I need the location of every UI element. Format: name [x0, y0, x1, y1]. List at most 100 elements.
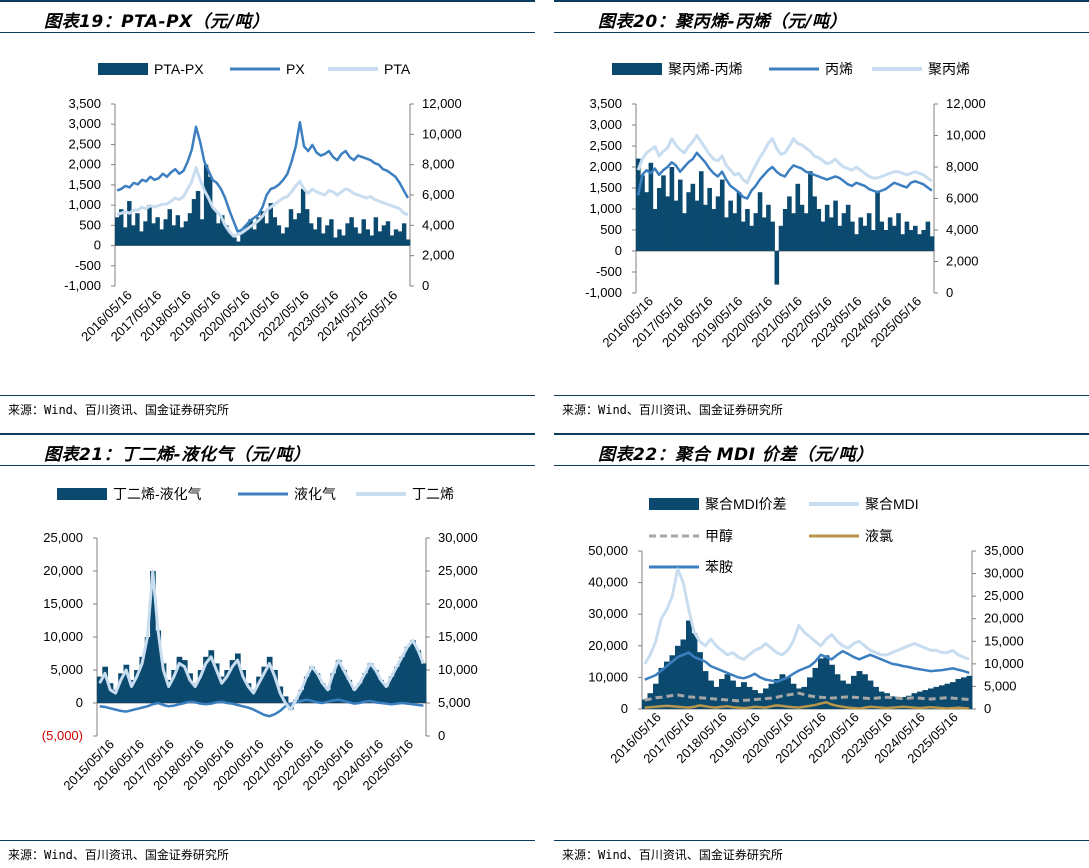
bar — [134, 670, 140, 703]
bar — [889, 696, 896, 709]
bar — [195, 190, 201, 246]
bar — [824, 204, 830, 251]
bar — [131, 225, 136, 246]
bar — [795, 183, 801, 251]
left-tick-label: 1,500 — [68, 177, 101, 192]
bar — [159, 229, 164, 246]
bar — [719, 678, 725, 709]
right-tick-label: 20,000 — [984, 611, 1024, 626]
right-tick-label: 0 — [438, 728, 445, 743]
bar — [213, 663, 220, 703]
right-tick-label: 15,000 — [984, 633, 1024, 648]
bar — [155, 630, 162, 703]
bar — [171, 225, 177, 246]
bar — [397, 231, 403, 246]
bar — [313, 229, 318, 246]
panel-title: 图表19：PTA-PX（元/吨） — [44, 12, 270, 32]
bar — [388, 676, 395, 703]
right-tick-label: 25,000 — [984, 588, 1024, 603]
bar — [211, 209, 217, 246]
bar — [768, 683, 775, 709]
bar — [711, 209, 717, 251]
chart-panel-22: 图表22：聚合 MDI 价差（元/吨） 聚合MDI价差 聚合MDI 甲醇 液氯 苯胺 50… — [554, 433, 1089, 868]
right-tick-label: 8,000 — [946, 159, 979, 174]
left-tick-label: -1,000 — [64, 278, 101, 293]
left-tick-label: 3,000 — [68, 116, 101, 131]
bar — [160, 663, 167, 703]
bar — [234, 653, 241, 703]
bar — [913, 225, 918, 251]
right-tick-label: 2,000 — [422, 248, 455, 263]
bar — [175, 215, 181, 246]
bar — [908, 230, 914, 251]
right-tick-label: 4,000 — [946, 222, 979, 237]
right-tick-label: 10,000 — [438, 662, 478, 677]
bar — [229, 660, 236, 703]
bar — [219, 676, 225, 703]
bar — [854, 234, 859, 251]
bar — [372, 670, 379, 703]
left-tick-label: 20,000 — [43, 563, 83, 578]
source-note-bar: 来源：Wind、百川资讯、国金证券研究所 — [0, 840, 535, 862]
bar — [867, 680, 874, 709]
bar — [820, 221, 826, 251]
bar — [675, 645, 681, 709]
bar — [252, 229, 257, 246]
right-tick-label: 10,000 — [984, 656, 1024, 671]
left-tick-label: 2,000 — [68, 157, 101, 172]
bar — [833, 200, 838, 251]
legend-swatch-bar — [57, 488, 107, 500]
right-tick-label: 6,000 — [422, 187, 455, 202]
bar — [280, 233, 286, 246]
bar — [317, 217, 322, 246]
right-tick-label: 10,000 — [422, 126, 462, 141]
left-tick-label: 3,500 — [68, 96, 101, 111]
bar — [296, 213, 302, 246]
bar — [228, 233, 233, 246]
right-tick-label: 20,000 — [438, 596, 478, 611]
panel-title-bar: 图表21：丁二烯-液化气（元/吨） — [0, 433, 535, 466]
chart-panel-21: 图表21：丁二烯-液化气（元/吨） 丁二烯-液化气 液化气 丁二烯 25,000 20,… — [0, 433, 535, 868]
bar — [346, 679, 353, 703]
bar — [724, 674, 731, 709]
bar — [761, 217, 767, 251]
panel-title: 图表21：丁二烯-液化气（元/吨） — [44, 445, 311, 465]
source-note-bar: 来源：Wind、百川资讯、国金证券研究所 — [554, 395, 1089, 417]
bar — [303, 676, 310, 703]
legend-label: 丁二烯 — [412, 486, 454, 502]
panel-title-bar: 图表19：PTA-PX（元/吨） — [0, 0, 535, 33]
bar — [224, 225, 229, 246]
bar — [272, 670, 278, 703]
bar — [236, 241, 241, 246]
bar — [658, 667, 665, 709]
legend-label: 苯胺 — [705, 559, 733, 575]
bar — [724, 217, 729, 251]
bar — [829, 664, 835, 709]
bar — [640, 175, 645, 251]
bar — [955, 678, 962, 709]
bar — [691, 633, 698, 709]
bar — [677, 179, 683, 251]
right-tick-label: 0 — [984, 701, 991, 716]
bar — [790, 683, 797, 709]
bar — [871, 230, 876, 251]
bar — [719, 179, 725, 251]
bar — [799, 204, 805, 251]
bar — [377, 231, 383, 246]
legend-label: 液氯 — [865, 528, 893, 544]
bar — [220, 215, 225, 246]
bar — [357, 233, 362, 246]
bar — [950, 682, 956, 709]
bar — [304, 209, 310, 246]
bar — [900, 234, 906, 251]
bar — [139, 656, 146, 703]
bar — [665, 196, 670, 251]
legend-label: 聚合MDI价差 — [705, 496, 787, 512]
left-tick-label: 3,500 — [589, 96, 622, 111]
bar — [362, 673, 369, 703]
bar — [171, 670, 177, 703]
bar — [785, 677, 791, 709]
legend-label: PTA-PX — [154, 61, 204, 77]
bar — [829, 217, 834, 251]
